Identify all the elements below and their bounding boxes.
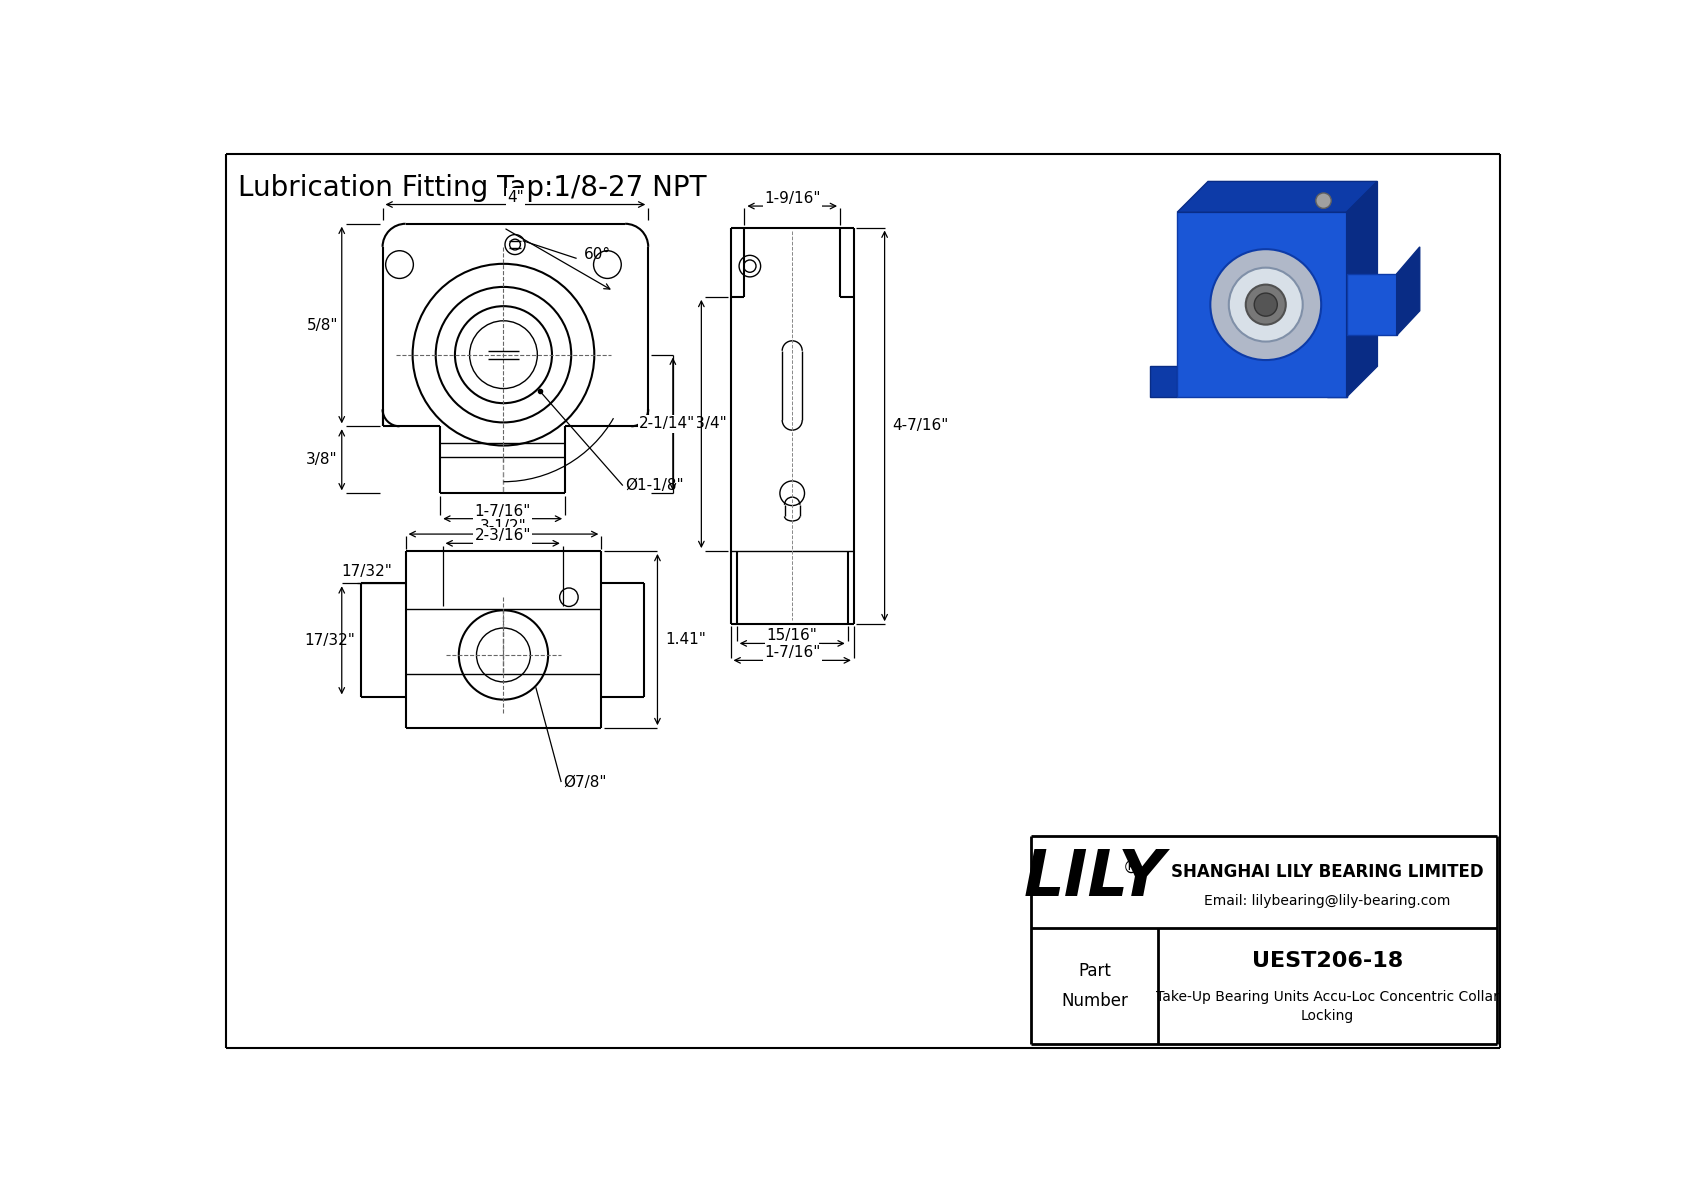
Text: 5/8": 5/8" [306, 318, 338, 332]
Text: SHANGHAI LILY BEARING LIMITED: SHANGHAI LILY BEARING LIMITED [1170, 862, 1484, 881]
Text: 4": 4" [507, 189, 524, 205]
Text: Ø7/8": Ø7/8" [564, 774, 606, 790]
Polygon shape [1150, 366, 1177, 397]
Circle shape [1246, 285, 1287, 325]
Text: 2-3/4": 2-3/4" [680, 417, 727, 431]
Text: 1-7/16": 1-7/16" [475, 504, 530, 518]
Polygon shape [1177, 181, 1378, 212]
Text: Ø1-1/8": Ø1-1/8" [625, 478, 684, 493]
Text: 1-7/16": 1-7/16" [765, 646, 820, 660]
Circle shape [1255, 293, 1276, 316]
Polygon shape [1347, 181, 1378, 397]
Text: 1-9/16": 1-9/16" [765, 191, 820, 206]
Circle shape [1229, 268, 1303, 342]
Text: 60°: 60° [584, 247, 611, 262]
Text: ®: ® [1123, 859, 1140, 877]
Circle shape [1315, 193, 1332, 208]
Text: Take-Up Bearing Units Accu-Loc Concentric Collar
Locking: Take-Up Bearing Units Accu-Loc Concentri… [1155, 990, 1499, 1023]
Text: 17/32": 17/32" [342, 565, 392, 579]
Polygon shape [1327, 366, 1347, 397]
Text: 4-7/16": 4-7/16" [893, 418, 948, 434]
Text: Email: lilybearing@lily-bearing.com: Email: lilybearing@lily-bearing.com [1204, 893, 1450, 908]
Circle shape [1211, 249, 1322, 360]
Text: Part
Number: Part Number [1061, 962, 1128, 1010]
Text: LILY: LILY [1024, 847, 1165, 909]
Text: 3-1/2": 3-1/2" [480, 519, 527, 534]
Text: 1.41": 1.41" [665, 632, 706, 647]
Polygon shape [1177, 212, 1347, 397]
Text: 3/8": 3/8" [306, 453, 338, 467]
Text: 2-1/14": 2-1/14" [638, 417, 695, 431]
Text: 15/16": 15/16" [766, 629, 818, 643]
Text: Lubrication Fitting Tap:1/8-27 NPT: Lubrication Fitting Tap:1/8-27 NPT [237, 174, 706, 201]
Text: UEST206-18: UEST206-18 [1251, 952, 1403, 972]
Polygon shape [1347, 274, 1396, 336]
Polygon shape [1396, 247, 1420, 336]
Text: 17/32": 17/32" [305, 632, 355, 648]
Text: 2-3/16": 2-3/16" [475, 529, 530, 543]
